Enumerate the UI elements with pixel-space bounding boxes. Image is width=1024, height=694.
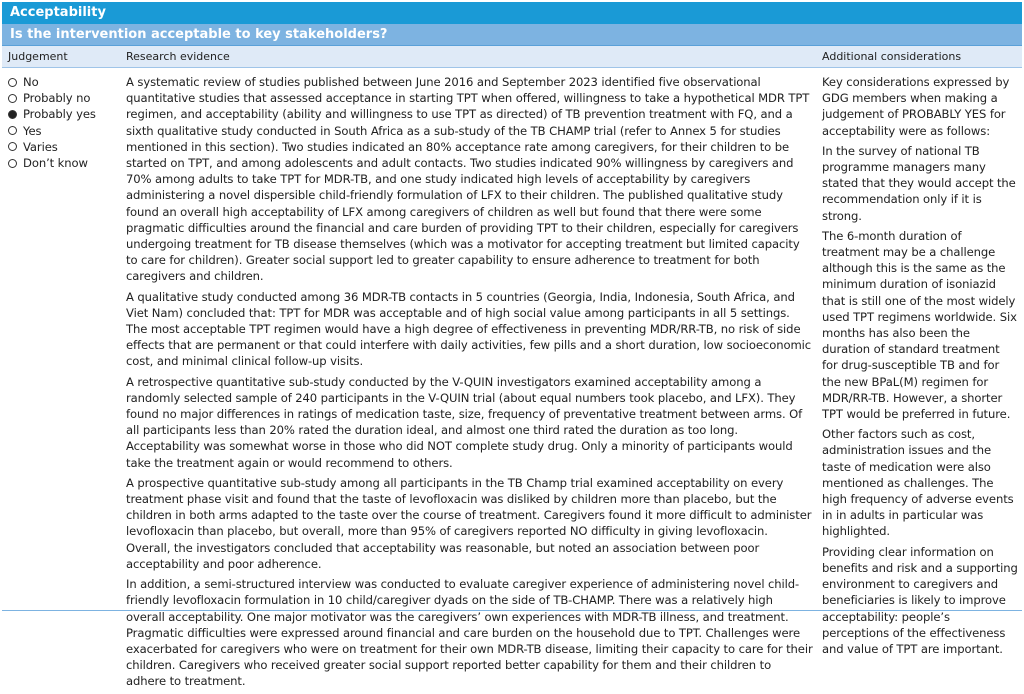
additional-considerations: Key considerations expressed by GDG memb… [822,74,1018,661]
consideration-paragraph: The 6-month duration of treatment may be… [822,228,1017,422]
additional-header: Additional considerations [822,50,962,63]
evidence-paragraph: In addition, a semi-structured interview… [126,577,813,689]
question-header: Is the intervention acceptable to key st… [2,24,1022,46]
consideration-paragraph: Providing clear information on benefits … [822,544,1018,656]
judgement-options: No Probably no Probably yes Yes Varies D… [8,74,118,171]
evidence-paragraph: A prospective quantitative sub-study amo… [126,475,812,571]
option-label: Yes [23,123,42,138]
radio-icon[interactable] [8,93,17,103]
radio-option-probably-no[interactable]: Probably no [8,90,118,106]
option-label: Probably yes [23,107,96,122]
option-label: No [23,75,39,89]
evidence-paragraph: A retrospective quantitative sub-study c… [126,374,803,470]
radio-icon[interactable] [8,142,17,152]
radio-option-varies[interactable]: Varies [8,139,118,155]
radio-icon[interactable] [8,77,17,87]
consideration-paragraph: Key considerations expressed by GDG memb… [822,75,1010,138]
column-headers: Judgement Research evidence Additional c… [2,46,1022,68]
radio-icon[interactable] [8,126,17,136]
research-header: Research evidence [126,50,230,63]
judgement-header: Judgement [8,50,68,63]
option-label: Don’t know [23,155,88,170]
radio-option-yes[interactable]: Yes [8,123,118,139]
radio-option-probably-yes[interactable]: Probably yes [8,106,118,122]
evidence-paragraph: A systematic review of studies published… [126,75,810,284]
section-title: Acceptability [2,2,1022,24]
radio-option-no[interactable]: No [8,74,118,90]
evidence-paragraph: A qualitative study conducted among 36 M… [126,289,812,369]
option-label: Varies [23,139,58,154]
radio-option-dont-know[interactable]: Don’t know [8,155,118,171]
radio-selected-icon[interactable] [8,109,17,119]
option-label: Probably no [23,91,91,106]
table-body: No Probably no Probably yes Yes Varies D… [2,68,1022,688]
consideration-paragraph: In the survey of national TB programme m… [822,143,1016,223]
research-evidence: A systematic review of studies published… [126,74,814,694]
radio-icon[interactable] [8,158,17,168]
consideration-paragraph: Other factors such as cost, administrati… [822,427,1014,539]
